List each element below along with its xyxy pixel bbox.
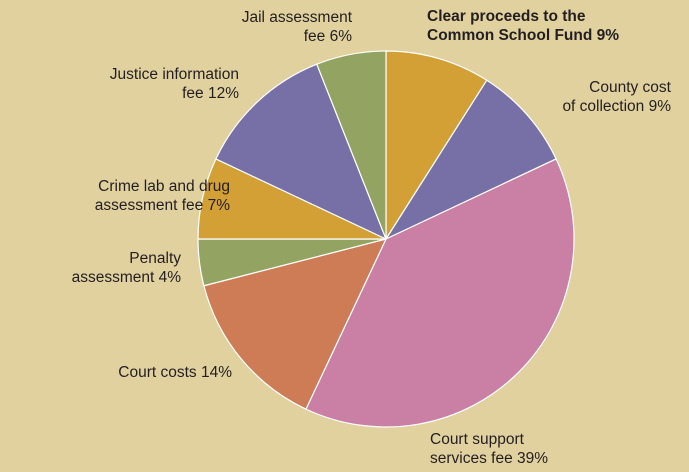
slice-label-line: fee 12% [182,85,239,102]
slice-label-8: Jail assessment fee 6% [242,8,352,46]
pie-slice-4 [203,238,387,410]
slice-label-line: assessment fee 7% [94,197,230,214]
slice-label-line: assessment 4% [71,269,181,286]
slice-label-line: Clear proceeds to the [427,8,586,25]
slice-label-7: Justice information fee 12% [110,65,239,103]
slice-label-line: Justice information [109,66,239,83]
slice-label-line: Jail assessment [241,9,352,26]
slice-label-line: fee 6% [303,28,352,45]
slice-label-3: Court support services fee 39% [430,430,548,468]
slice-label-line: services fee 39% [430,450,549,467]
slice-label-line: Common School Fund 9% [427,27,620,44]
slice-label-2: County cost of collection 9% [562,78,671,116]
pie-slice-2 [385,79,557,240]
slice-label-5: Penalty assessment 4% [72,249,181,287]
slice-label-line: Court costs 14% [118,364,232,381]
slice-label-line: Crime lab and drug [98,178,230,195]
pie-slice-3 [305,158,575,428]
slice-label-line: Court support [430,431,524,448]
pie-slice-8 [316,50,387,240]
pie-slice-7 [215,63,387,240]
slice-label-line: County cost [589,79,671,96]
slice-label-1: Clear proceeds to the Common School Fund … [427,7,619,45]
slice-label-6: Crime lab and drug assessment fee 7% [95,177,230,215]
pie-slice-1 [385,50,488,240]
slice-label-line: of collection 9% [562,98,671,115]
slice-label-line: Penalty [129,250,181,267]
slice-label-4: Court costs 14% [118,363,232,382]
